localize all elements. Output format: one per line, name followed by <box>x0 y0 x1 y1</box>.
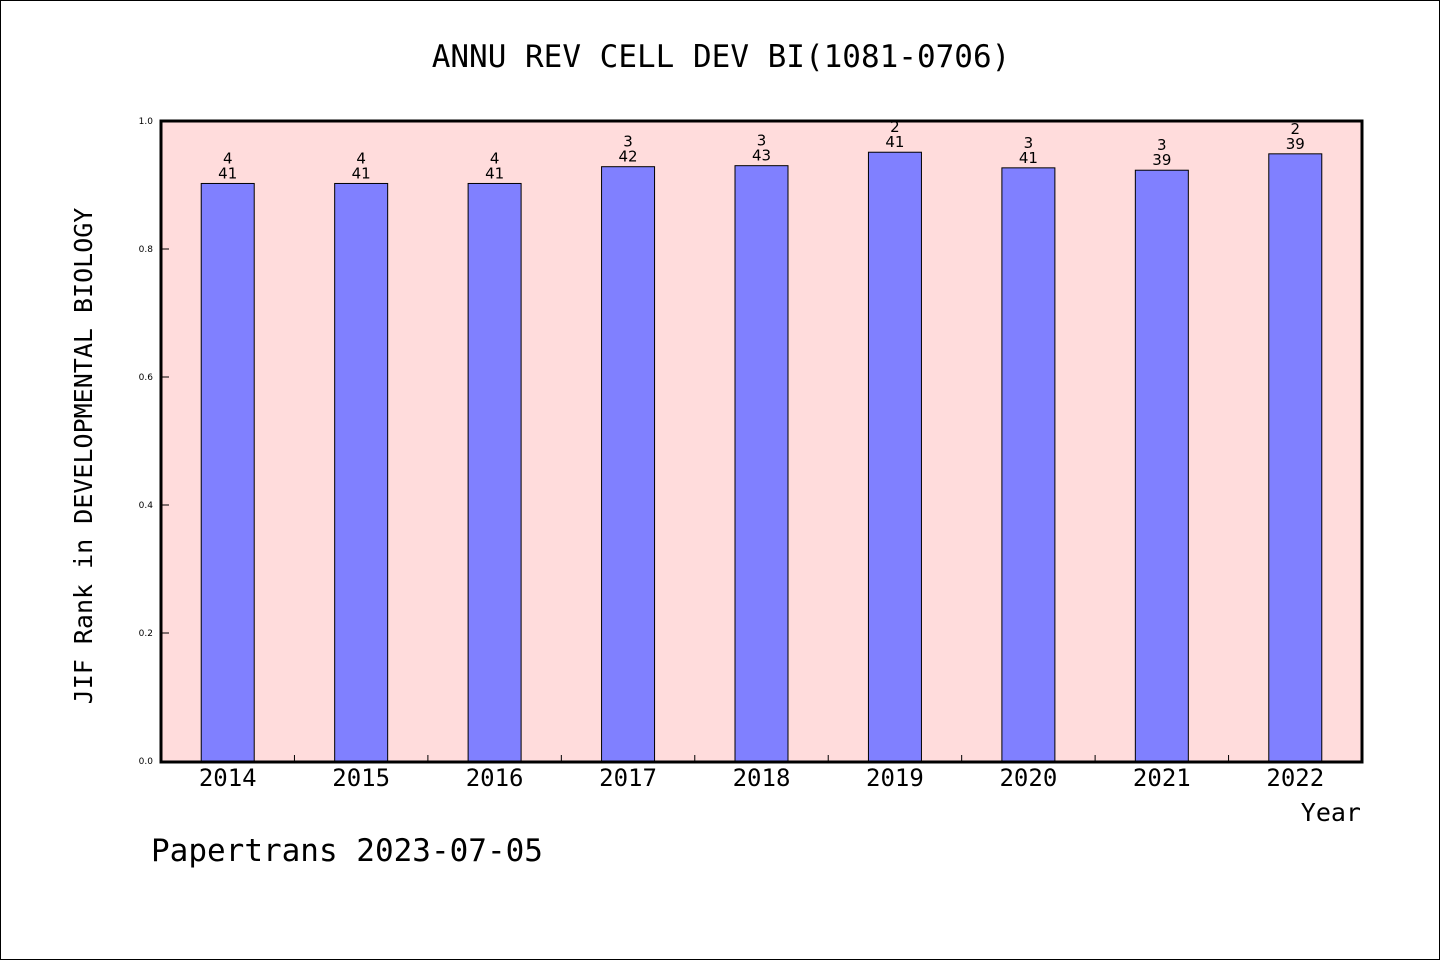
bar-rank-label: 4 <box>356 149 366 167</box>
bar-total-label: 43 <box>752 147 771 165</box>
bar-rank-label: 3 <box>1024 134 1034 152</box>
bar <box>1001 167 1056 762</box>
bar-rank-label: 2 <box>890 118 900 136</box>
bar-total-label: 41 <box>218 164 237 182</box>
y-tick-label: 0.6 <box>139 373 154 383</box>
bar <box>467 182 522 762</box>
x-tick-label: 2015 <box>332 764 390 792</box>
x-tick-label: 2022 <box>1266 764 1324 792</box>
y-tick-label: 0.4 <box>139 501 154 511</box>
x-tick-label: 2019 <box>866 764 924 792</box>
bar-rank-label: 3 <box>623 133 633 151</box>
bar-rank-label: 2 <box>1291 120 1301 138</box>
bar-total-label: 41 <box>1019 149 1038 167</box>
plot-border <box>159 119 1364 764</box>
x-tick-label: 2020 <box>999 764 1057 792</box>
bar <box>200 182 255 762</box>
bar <box>734 165 789 762</box>
bar <box>867 151 922 762</box>
bar-total-label: 41 <box>485 164 504 182</box>
footer-text: Papertrans 2023-07-05 <box>151 833 543 869</box>
bar-total-label: 41 <box>885 133 904 151</box>
chart-title: ANNU REV CELL DEV BI(1081-0706) <box>432 39 1011 75</box>
bar <box>601 166 656 762</box>
bar <box>334 182 389 762</box>
y-tick-label: 0.0 <box>139 757 154 767</box>
x-tick-label: 2017 <box>599 764 657 792</box>
bar-rank-label: 3 <box>757 132 767 150</box>
bar-rank-label: 4 <box>490 149 500 167</box>
x-axis-label: Year <box>1301 798 1361 827</box>
bar-rank-label: 3 <box>1157 136 1167 154</box>
y-tick-label: 0.2 <box>139 629 153 639</box>
bar-rank-label: 4 <box>223 149 233 167</box>
bar-total-label: 41 <box>352 164 371 182</box>
bar-total-label: 39 <box>1152 151 1171 169</box>
x-tick-label: 2018 <box>733 764 791 792</box>
x-tick-label: 2014 <box>199 764 257 792</box>
y-tick-label: 0.8 <box>139 245 154 255</box>
bar-total-label: 39 <box>1286 135 1305 153</box>
chart-marks: 0.00.20.40.60.81.04142014414201541420164… <box>139 117 1325 792</box>
x-tick-label: 2016 <box>466 764 524 792</box>
y-axis-label: JIF Rank in DEVELOPMENTAL BIOLOGY <box>69 208 98 705</box>
bar <box>1268 153 1323 762</box>
bar-total-label: 42 <box>619 148 638 166</box>
y-tick-label: 1.0 <box>139 117 154 127</box>
x-tick-label: 2021 <box>1133 764 1191 792</box>
bar <box>1134 169 1189 762</box>
